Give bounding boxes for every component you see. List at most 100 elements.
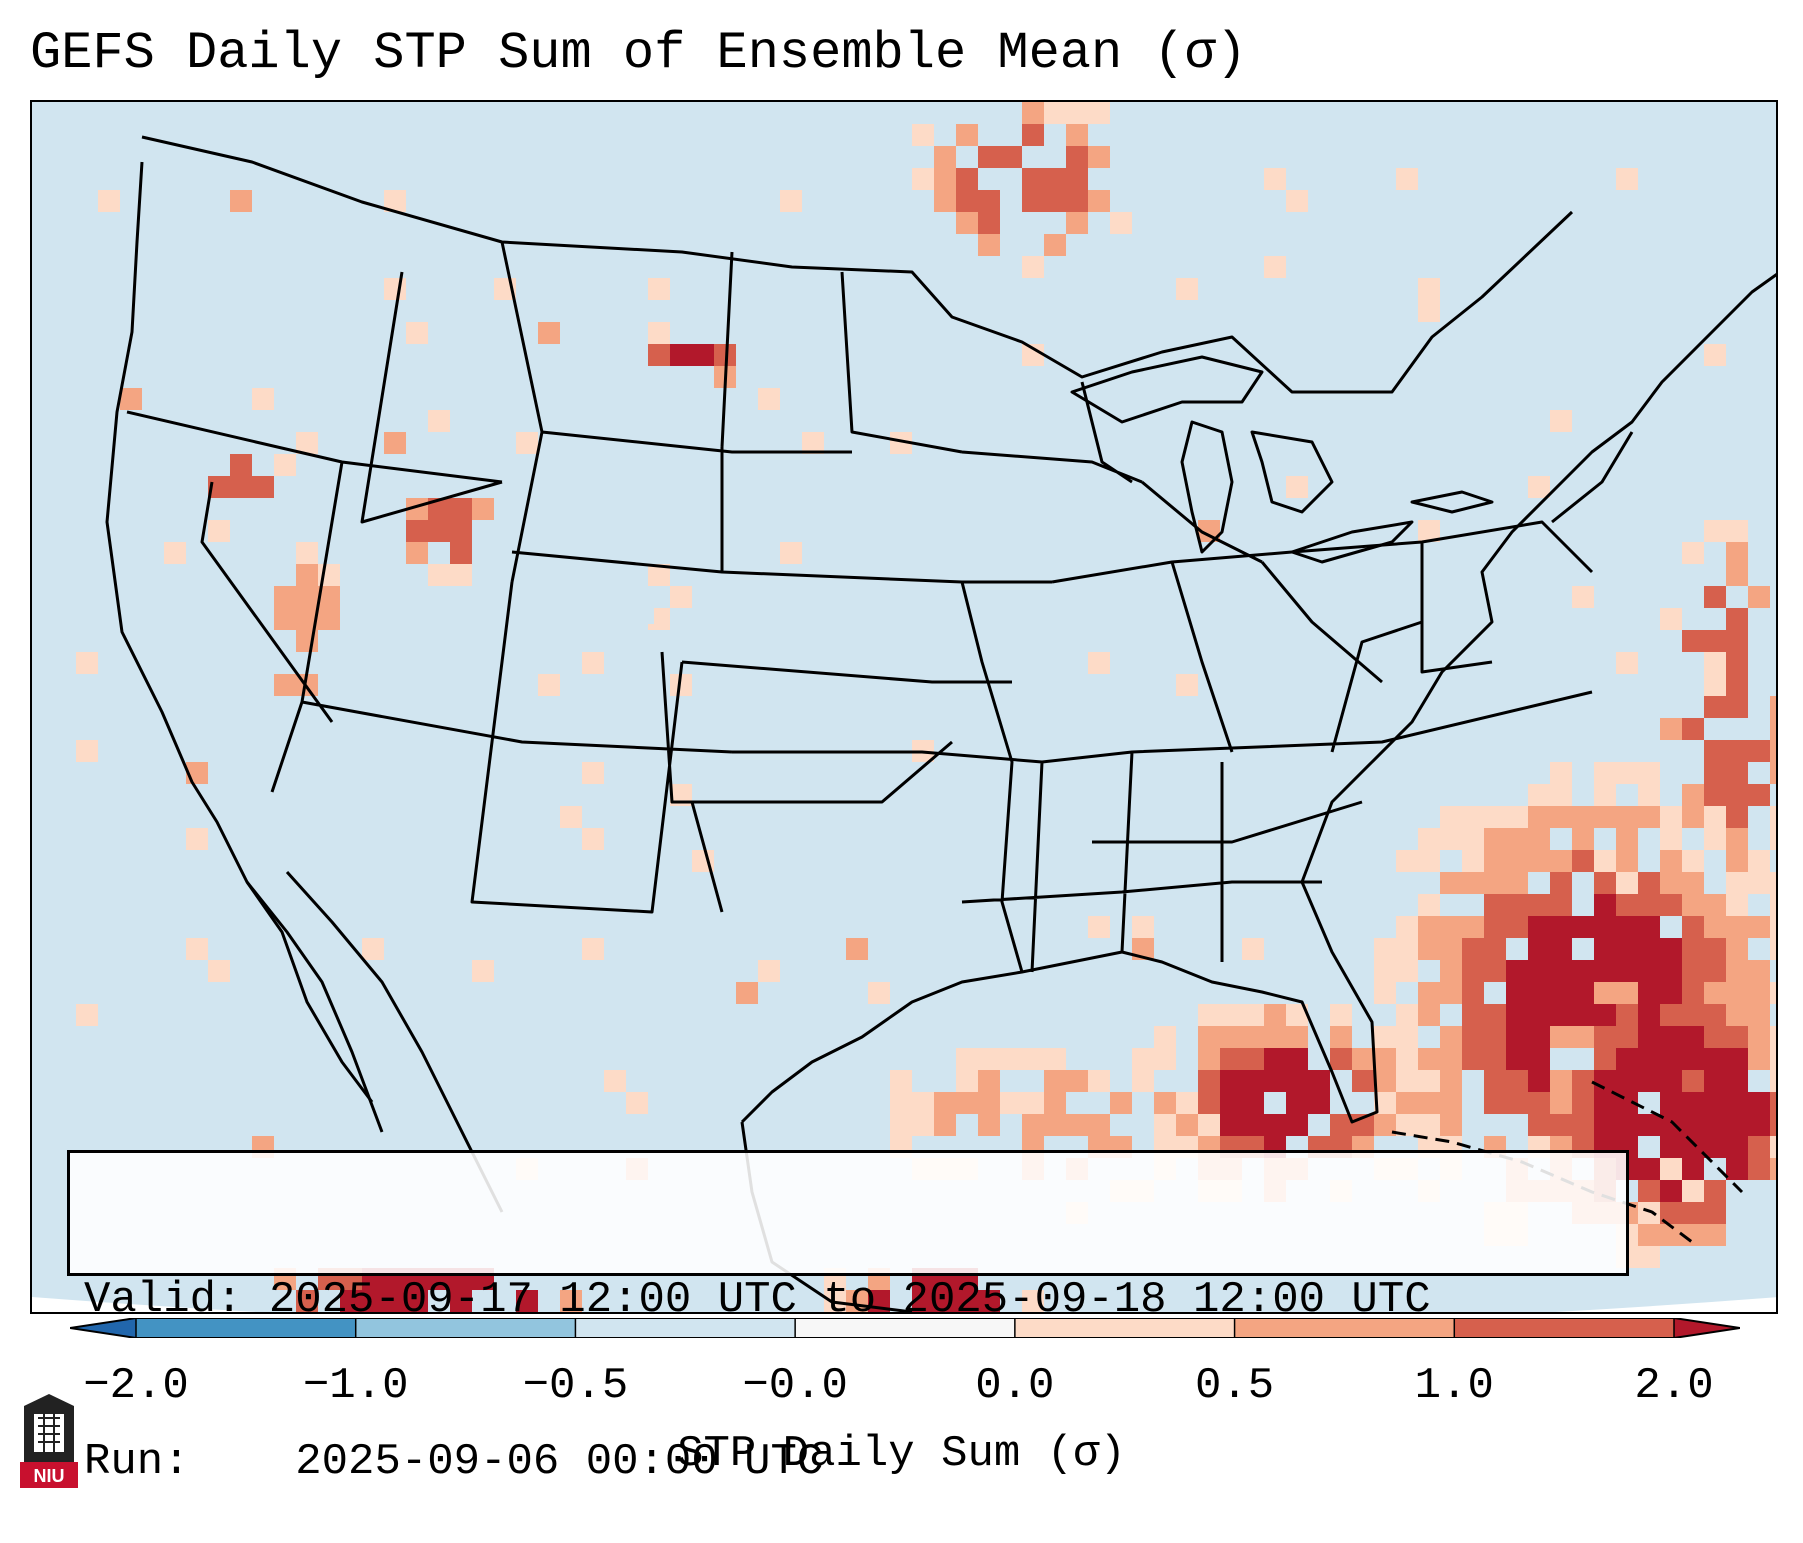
anomaly-cell	[76, 740, 98, 762]
anomaly-cell	[1088, 1114, 1110, 1136]
anomaly-cell	[296, 1290, 318, 1312]
anomaly-cell	[1374, 1070, 1396, 1092]
anomaly-cell	[1682, 1180, 1704, 1202]
anomaly-cell	[1066, 168, 1088, 190]
colorbar-segment	[1234, 1318, 1455, 1338]
anomaly-cell	[1418, 894, 1440, 916]
anomaly-cell	[934, 146, 956, 168]
anomaly-cell	[1770, 806, 1776, 828]
anomaly-cell	[758, 388, 780, 410]
anomaly-cell	[1492, 182, 1514, 204]
anomaly-cell	[934, 1114, 956, 1136]
anomaly-cell	[1484, 872, 1506, 894]
anomaly-cell	[1264, 1048, 1286, 1070]
anomaly-cell	[1462, 938, 1484, 960]
anomaly-cell	[1594, 1114, 1616, 1136]
anomaly-cell	[1726, 674, 1748, 696]
anomaly-cell	[1682, 894, 1704, 916]
anomaly-cell	[1770, 1048, 1776, 1070]
anomaly-cell	[406, 1290, 428, 1312]
anomaly-cell	[1374, 1026, 1396, 1048]
anomaly-cell	[1418, 520, 1440, 542]
anomaly-cell	[186, 828, 208, 850]
anomaly-cell	[1154, 1114, 1176, 1136]
anomaly-cell	[1638, 872, 1660, 894]
anomaly-cell	[1682, 718, 1704, 740]
colorbar-extend-min	[70, 1318, 136, 1338]
anomaly-cell	[1572, 1114, 1594, 1136]
anomaly-cell	[384, 432, 406, 454]
anomaly-cell	[1154, 1048, 1176, 1070]
anomaly-cell	[1770, 872, 1776, 894]
anomaly-cell	[1638, 1202, 1660, 1224]
anomaly-cell	[1352, 1048, 1374, 1070]
colorbar-tick-label: 2.0	[1634, 1361, 1714, 1411]
colorbar-extend-max	[1674, 1318, 1740, 1338]
anomaly-cell	[1264, 1004, 1286, 1026]
anomaly-cell	[428, 520, 450, 542]
anomaly-cell	[1374, 1092, 1396, 1114]
anomaly-cell	[1594, 784, 1616, 806]
run-row: Run: 2025-09-06 00:00 UTC	[84, 1435, 1626, 1489]
anomaly-cell	[1726, 784, 1748, 806]
anomaly-cell	[1550, 960, 1572, 982]
anomaly-cell	[1176, 674, 1198, 696]
anomaly-cell	[1616, 1048, 1638, 1070]
anomaly-cell	[560, 806, 582, 828]
anomaly-cell	[1682, 1158, 1704, 1180]
anomaly-cell	[1550, 410, 1572, 432]
anomaly-cell	[1748, 872, 1770, 894]
anomaly-cell	[340, 1290, 362, 1312]
anomaly-cell	[1330, 1114, 1352, 1136]
anomaly-cell	[1638, 916, 1660, 938]
anomaly-cell	[1550, 938, 1572, 960]
anomaly-cell	[1242, 1114, 1264, 1136]
anomaly-cell	[1550, 1026, 1572, 1048]
anomaly-cell	[1748, 1158, 1770, 1180]
anomaly-cell	[1704, 1026, 1726, 1048]
anomaly-cell	[1638, 938, 1660, 960]
anomaly-cell	[1484, 894, 1506, 916]
anomaly-cell	[1682, 1114, 1704, 1136]
anomaly-cell	[1704, 784, 1726, 806]
anomaly-cell	[1704, 696, 1726, 718]
anomaly-cell	[1506, 1026, 1528, 1048]
colorbar-tick-label: 0.0	[975, 1361, 1055, 1411]
anomaly-cell	[1220, 1026, 1242, 1048]
anomaly-cell	[1638, 894, 1660, 916]
anomaly-cell	[648, 564, 670, 586]
anomaly-cell	[1022, 102, 1044, 124]
anomaly-cell	[1506, 1070, 1528, 1092]
anomaly-cell	[648, 344, 670, 366]
anomaly-cell	[1704, 1004, 1726, 1026]
anomaly-cell	[1286, 1114, 1308, 1136]
anomaly-cell	[1572, 982, 1594, 1004]
anomaly-cell	[1616, 894, 1638, 916]
anomaly-cell	[1506, 916, 1528, 938]
anomaly-cell	[1726, 740, 1748, 762]
anomaly-cell	[296, 432, 318, 454]
anomaly-cell	[1528, 1004, 1550, 1026]
anomaly-cell	[1770, 1092, 1776, 1114]
anomaly-cell	[1132, 1070, 1154, 1092]
anomaly-cell	[1000, 1048, 1022, 1070]
anomaly-cell	[1022, 168, 1044, 190]
anomaly-cell	[1550, 982, 1572, 1004]
anomaly-cell	[538, 322, 560, 344]
anomaly-cell	[450, 520, 472, 542]
anomaly-cell	[384, 190, 406, 212]
anomaly-cell	[1132, 916, 1154, 938]
anomaly-cell	[1286, 1092, 1308, 1114]
anomaly-cell	[1704, 1092, 1726, 1114]
anomaly-cell	[1748, 586, 1770, 608]
anomaly-cell	[1220, 1114, 1242, 1136]
anomaly-cell	[1352, 1070, 1374, 1092]
anomaly-cell	[802, 432, 824, 454]
anomaly-cell	[582, 652, 604, 674]
anomaly-cell	[1418, 1048, 1440, 1070]
anomaly-cell	[1220, 1092, 1242, 1114]
anomaly-cell	[1286, 1070, 1308, 1092]
anomaly-cell	[1682, 960, 1704, 982]
anomaly-cell	[1198, 1048, 1220, 1070]
anomaly-cell	[1616, 806, 1638, 828]
